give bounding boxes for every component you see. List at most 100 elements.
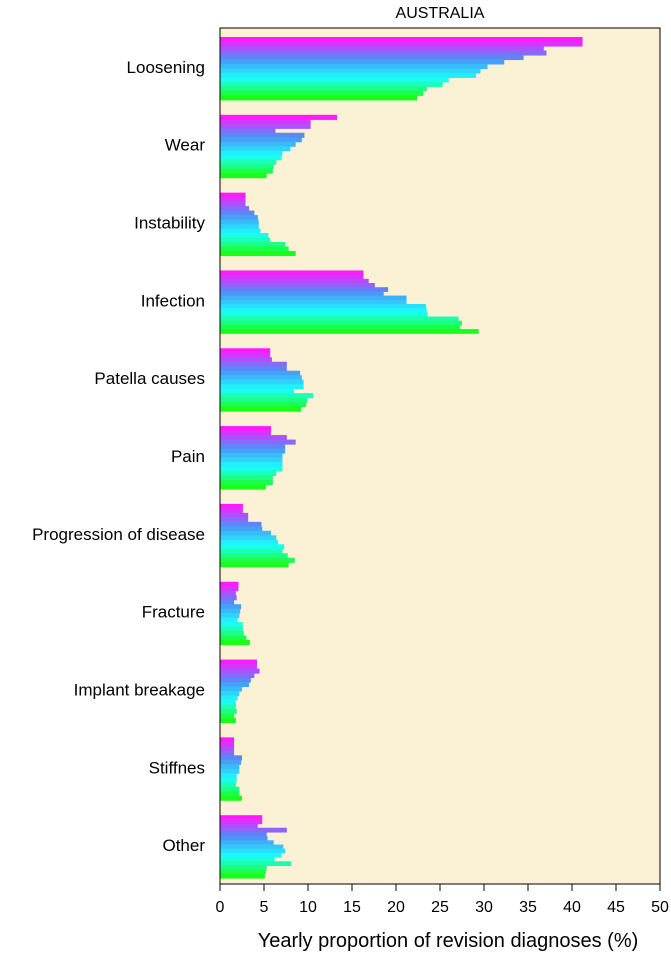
- bar-progression-of-disease-10: [220, 544, 285, 550]
- bar-progression-of-disease-5: [220, 521, 262, 527]
- bar-infection-14: [220, 324, 461, 330]
- bar-fracture-6: [220, 604, 242, 610]
- bar-instability-4: [220, 206, 250, 212]
- category-label-fracture: Fracture: [142, 603, 205, 622]
- bar-stiffnes-3: [220, 746, 235, 752]
- bar-other-8: [220, 844, 284, 850]
- bar-wear-9: [220, 150, 283, 156]
- bar-fracture-3: [220, 590, 236, 596]
- bar-implant-breakage-5: [220, 677, 251, 683]
- bar-progression-of-disease-8: [220, 535, 277, 541]
- bar-stiffnes-1: [220, 737, 235, 743]
- bar-infection-4: [220, 283, 375, 288]
- bar-patella-causes-11: [220, 393, 314, 399]
- bar-stiffnes-6: [220, 759, 242, 765]
- bar-loosening-12: [220, 86, 427, 92]
- bar-other-14: [220, 869, 266, 875]
- bar-infection-5: [220, 287, 389, 292]
- bar-wear-12: [220, 164, 274, 170]
- bar-progression-of-disease-2: [220, 508, 243, 514]
- bar-infection-6: [220, 291, 384, 297]
- bar-fracture-8: [220, 613, 240, 619]
- bar-other-10: [220, 852, 282, 858]
- bar-instability-9: [220, 228, 261, 234]
- bar-stiffnes-4: [220, 750, 235, 756]
- bar-patella-causes-7: [220, 375, 302, 381]
- bar-patella-causes-9: [220, 384, 304, 390]
- bar-patella-causes-4: [220, 361, 287, 367]
- bar-other-2: [220, 819, 263, 825]
- bar-progression-of-disease-4: [220, 517, 249, 523]
- bar-wear-14: [220, 173, 267, 179]
- bar-instability-8: [220, 224, 259, 230]
- bar-other-4: [220, 827, 287, 833]
- bar-infection-2: [220, 274, 364, 280]
- bar-instability-12: [220, 241, 286, 248]
- bar-pain-11: [220, 470, 277, 477]
- bar-stiffnes-9: [220, 773, 237, 779]
- bar-stiffnes-10: [220, 777, 237, 783]
- bar-infection-3: [220, 278, 369, 284]
- bar-patella-causes-13: [220, 402, 307, 408]
- bar-other-9: [220, 848, 286, 854]
- x-tick-label-30: 30: [475, 899, 493, 916]
- bar-stiffnes-12: [220, 786, 240, 792]
- bar-wear-7: [220, 141, 296, 147]
- bar-loosening-10: [220, 77, 449, 83]
- bar-instability-3: [220, 201, 246, 207]
- bar-progression-of-disease-9: [220, 539, 279, 545]
- bar-fracture-13: [220, 635, 247, 641]
- bar-implant-breakage-8: [220, 690, 240, 697]
- bar-fracture-4: [220, 595, 237, 601]
- bar-progression-of-disease-11: [220, 548, 283, 554]
- bar-patella-causes-14: [220, 406, 301, 412]
- bar-other-12: [220, 861, 292, 867]
- bar-pain-1: [220, 426, 272, 432]
- x-tick-label-20: 20: [387, 899, 405, 916]
- bar-loosening-8: [220, 68, 481, 74]
- x-tick-label-5: 5: [260, 899, 269, 916]
- bar-stiffnes-13: [220, 791, 240, 797]
- bar-instability-2: [220, 197, 246, 203]
- bar-stiffnes-2: [220, 741, 235, 747]
- bar-loosening-7: [220, 63, 488, 70]
- bar-loosening-13: [220, 90, 424, 96]
- bar-fracture-5: [220, 599, 235, 605]
- bar-fracture-9: [220, 617, 238, 623]
- category-label-stiffnes: Stiffnes: [149, 758, 205, 777]
- bar-pain-12: [220, 475, 273, 481]
- bar-instability-7: [220, 219, 259, 225]
- bar-wear-6: [220, 137, 302, 143]
- bar-fracture-10: [220, 622, 243, 628]
- category-label-wear: Wear: [165, 136, 206, 155]
- bar-pain-6: [220, 448, 286, 454]
- bar-stiffnes-14: [220, 795, 242, 801]
- bar-stiffnes-5: [220, 755, 242, 761]
- chart-title: AUSTRALIA: [396, 5, 485, 22]
- bar-pain-5: [220, 444, 286, 450]
- bar-wear-4: [220, 128, 276, 134]
- bar-instability-13: [220, 246, 289, 252]
- bar-implant-breakage-11: [220, 704, 236, 710]
- bar-implant-breakage-1: [220, 659, 257, 665]
- x-axis: 0 5 10 15 20 25 30 35 40 45 50: [216, 884, 669, 916]
- bar-fracture-1: [220, 581, 239, 587]
- bar-loosening-4: [220, 50, 547, 56]
- bar-wear-11: [220, 159, 277, 165]
- bar-patella-causes-3: [220, 357, 272, 363]
- bar-implant-breakage-4: [220, 673, 255, 679]
- x-tick-label-50: 50: [651, 899, 669, 916]
- bar-other-13: [220, 865, 267, 871]
- bar-progression-of-disease-3: [220, 512, 249, 518]
- bar-infection-10: [220, 308, 427, 313]
- bar-other-5: [220, 831, 267, 837]
- bar-patella-causes-6: [220, 370, 301, 376]
- bar-patella-causes-1: [220, 348, 271, 354]
- bar-instability-6: [220, 215, 258, 221]
- bar-stiffnes-11: [220, 782, 236, 788]
- bar-instability-11: [220, 237, 271, 243]
- bar-wear-5: [220, 132, 305, 138]
- bar-pain-3: [220, 435, 287, 441]
- bar-infection-7: [220, 295, 407, 301]
